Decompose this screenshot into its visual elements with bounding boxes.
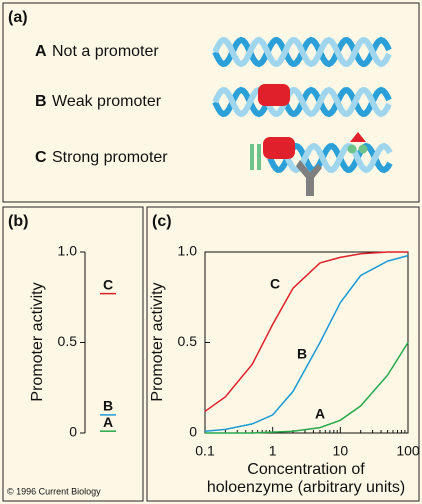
y-tick-label: 0 [189, 424, 197, 440]
element [257, 144, 261, 170]
polymerase [258, 84, 290, 106]
marker-label: B [103, 398, 113, 414]
figure: (a) © 1996 Current Biology A Not a promot… [0, 0, 422, 504]
row-text: Strong promoter [52, 149, 168, 166]
y-tick-label: 0.5 [178, 333, 198, 349]
y-axis-label: Promoter activity [149, 282, 166, 401]
marker-label: A [103, 414, 113, 430]
x-axis-label: Concentration of [247, 461, 365, 478]
x-tick-label: 0.1 [195, 443, 215, 459]
x-tick-label: 100 [396, 443, 420, 459]
marker-label: C [103, 276, 113, 292]
curve-label: B [297, 346, 307, 362]
panel-label: (b) [8, 213, 28, 230]
panel-label: (c) [152, 213, 172, 230]
y-tick-label: 0.5 [58, 333, 78, 349]
curve-label: C [270, 276, 280, 292]
y-tick-label: 1.0 [178, 243, 198, 259]
x-tick-label: 10 [333, 443, 349, 459]
row-text: Weak promoter [52, 93, 162, 110]
y-tick-label: 0 [69, 424, 77, 440]
row-letter: A [35, 43, 47, 60]
polymerase [263, 137, 295, 159]
row-text: Not a promoter [52, 43, 159, 60]
element [250, 144, 254, 170]
factor [359, 145, 368, 154]
curve-label: A [315, 406, 325, 422]
x-axis-label: holoenzyme (arbitrary units) [207, 479, 405, 496]
row-letter: B [35, 93, 47, 110]
row-letter: C [35, 149, 47, 166]
x-tick-label: 1 [269, 443, 277, 459]
y-axis-label: Promoter activity [29, 282, 46, 401]
panel-label: (a) [8, 9, 28, 26]
credit: © 1996 Current Biology [7, 486, 101, 496]
factor [348, 145, 357, 154]
y-tick-label: 1.0 [58, 243, 78, 259]
